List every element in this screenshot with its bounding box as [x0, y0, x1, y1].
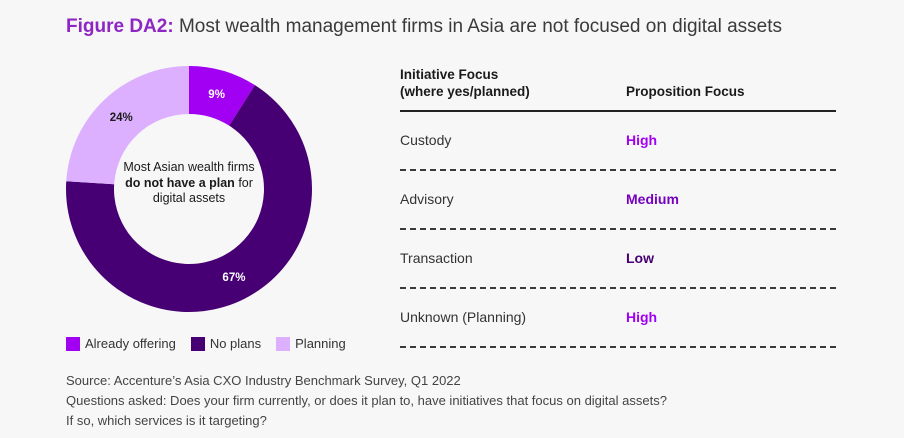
chart-legend: Already offering No plans Planning — [66, 336, 346, 351]
legend-label: Already offering — [85, 336, 176, 351]
header-proposition-focus: Proposition Focus — [626, 84, 745, 99]
donut-center-text: Most Asian wealth firms do not have a pl… — [116, 160, 262, 207]
legend-swatch — [190, 336, 205, 351]
table-header: Initiative Focus (where yes/planned) Pro… — [400, 66, 836, 112]
center-text-bold: do not have a plan — [125, 175, 235, 190]
figure-title-text: Most wealth management firms in Asia are… — [178, 16, 782, 37]
table-row: Transaction Low — [400, 230, 836, 289]
center-text-pre: Most Asian wealth firms — [123, 160, 255, 174]
slice-already-offering-label: 9% — [208, 89, 225, 101]
focus-table: Initiative Focus (where yes/planned) Pro… — [400, 66, 836, 348]
center-text-post: for digital assets — [152, 175, 253, 206]
focus-cell: High — [626, 132, 658, 148]
legend-item-already-offering: Already offering — [66, 336, 176, 351]
legend-label: Planning — [295, 336, 346, 351]
source-line: If so, which services is it targeting? — [66, 413, 267, 428]
focus-cell: Medium — [626, 191, 679, 207]
header-line-1: Initiative Focus — [400, 67, 499, 82]
initiative-cell: Custody — [400, 132, 452, 148]
focus-cell: High — [626, 309, 658, 325]
initiative-cell: Transaction — [400, 250, 473, 266]
source-line: Questions asked: Does your firm currentl… — [66, 393, 667, 408]
table-row: Unknown (Planning) High — [400, 289, 836, 348]
table-row: Advisory Medium — [400, 171, 836, 230]
slice-planning-label: 24% — [110, 112, 133, 124]
header-line-2: (where yes/planned) — [400, 84, 530, 99]
focus-cell: Low — [626, 250, 654, 266]
source-notes: Source: Accenture’s Asia CXO Industry Be… — [66, 371, 667, 431]
slice-no-plans-label: 67% — [222, 272, 245, 284]
initiative-cell: Advisory — [400, 191, 454, 207]
initiative-cell: Unknown (Planning) — [400, 309, 527, 325]
table-row: Custody High — [400, 112, 836, 171]
legend-item-no-plans: No plans — [190, 336, 262, 351]
legend-item-planning: Planning — [276, 336, 346, 351]
source-line: Source: Accenture’s Asia CXO Industry Be… — [66, 373, 461, 388]
figure-number: Figure DA2: — [66, 16, 174, 37]
donut-chart: 9% 67% 24% — [66, 66, 312, 312]
slice-already-offering — [189, 66, 255, 126]
slice-no-plans — [66, 85, 312, 312]
figure-title: Figure DA2: Most wealth management firms… — [66, 16, 782, 38]
slice-planning — [66, 66, 189, 185]
legend-label: No plans — [209, 336, 262, 351]
legend-swatch — [276, 336, 291, 351]
header-initiative-focus: Initiative Focus (where yes/planned) — [400, 66, 530, 100]
legend-swatch — [66, 336, 80, 351]
